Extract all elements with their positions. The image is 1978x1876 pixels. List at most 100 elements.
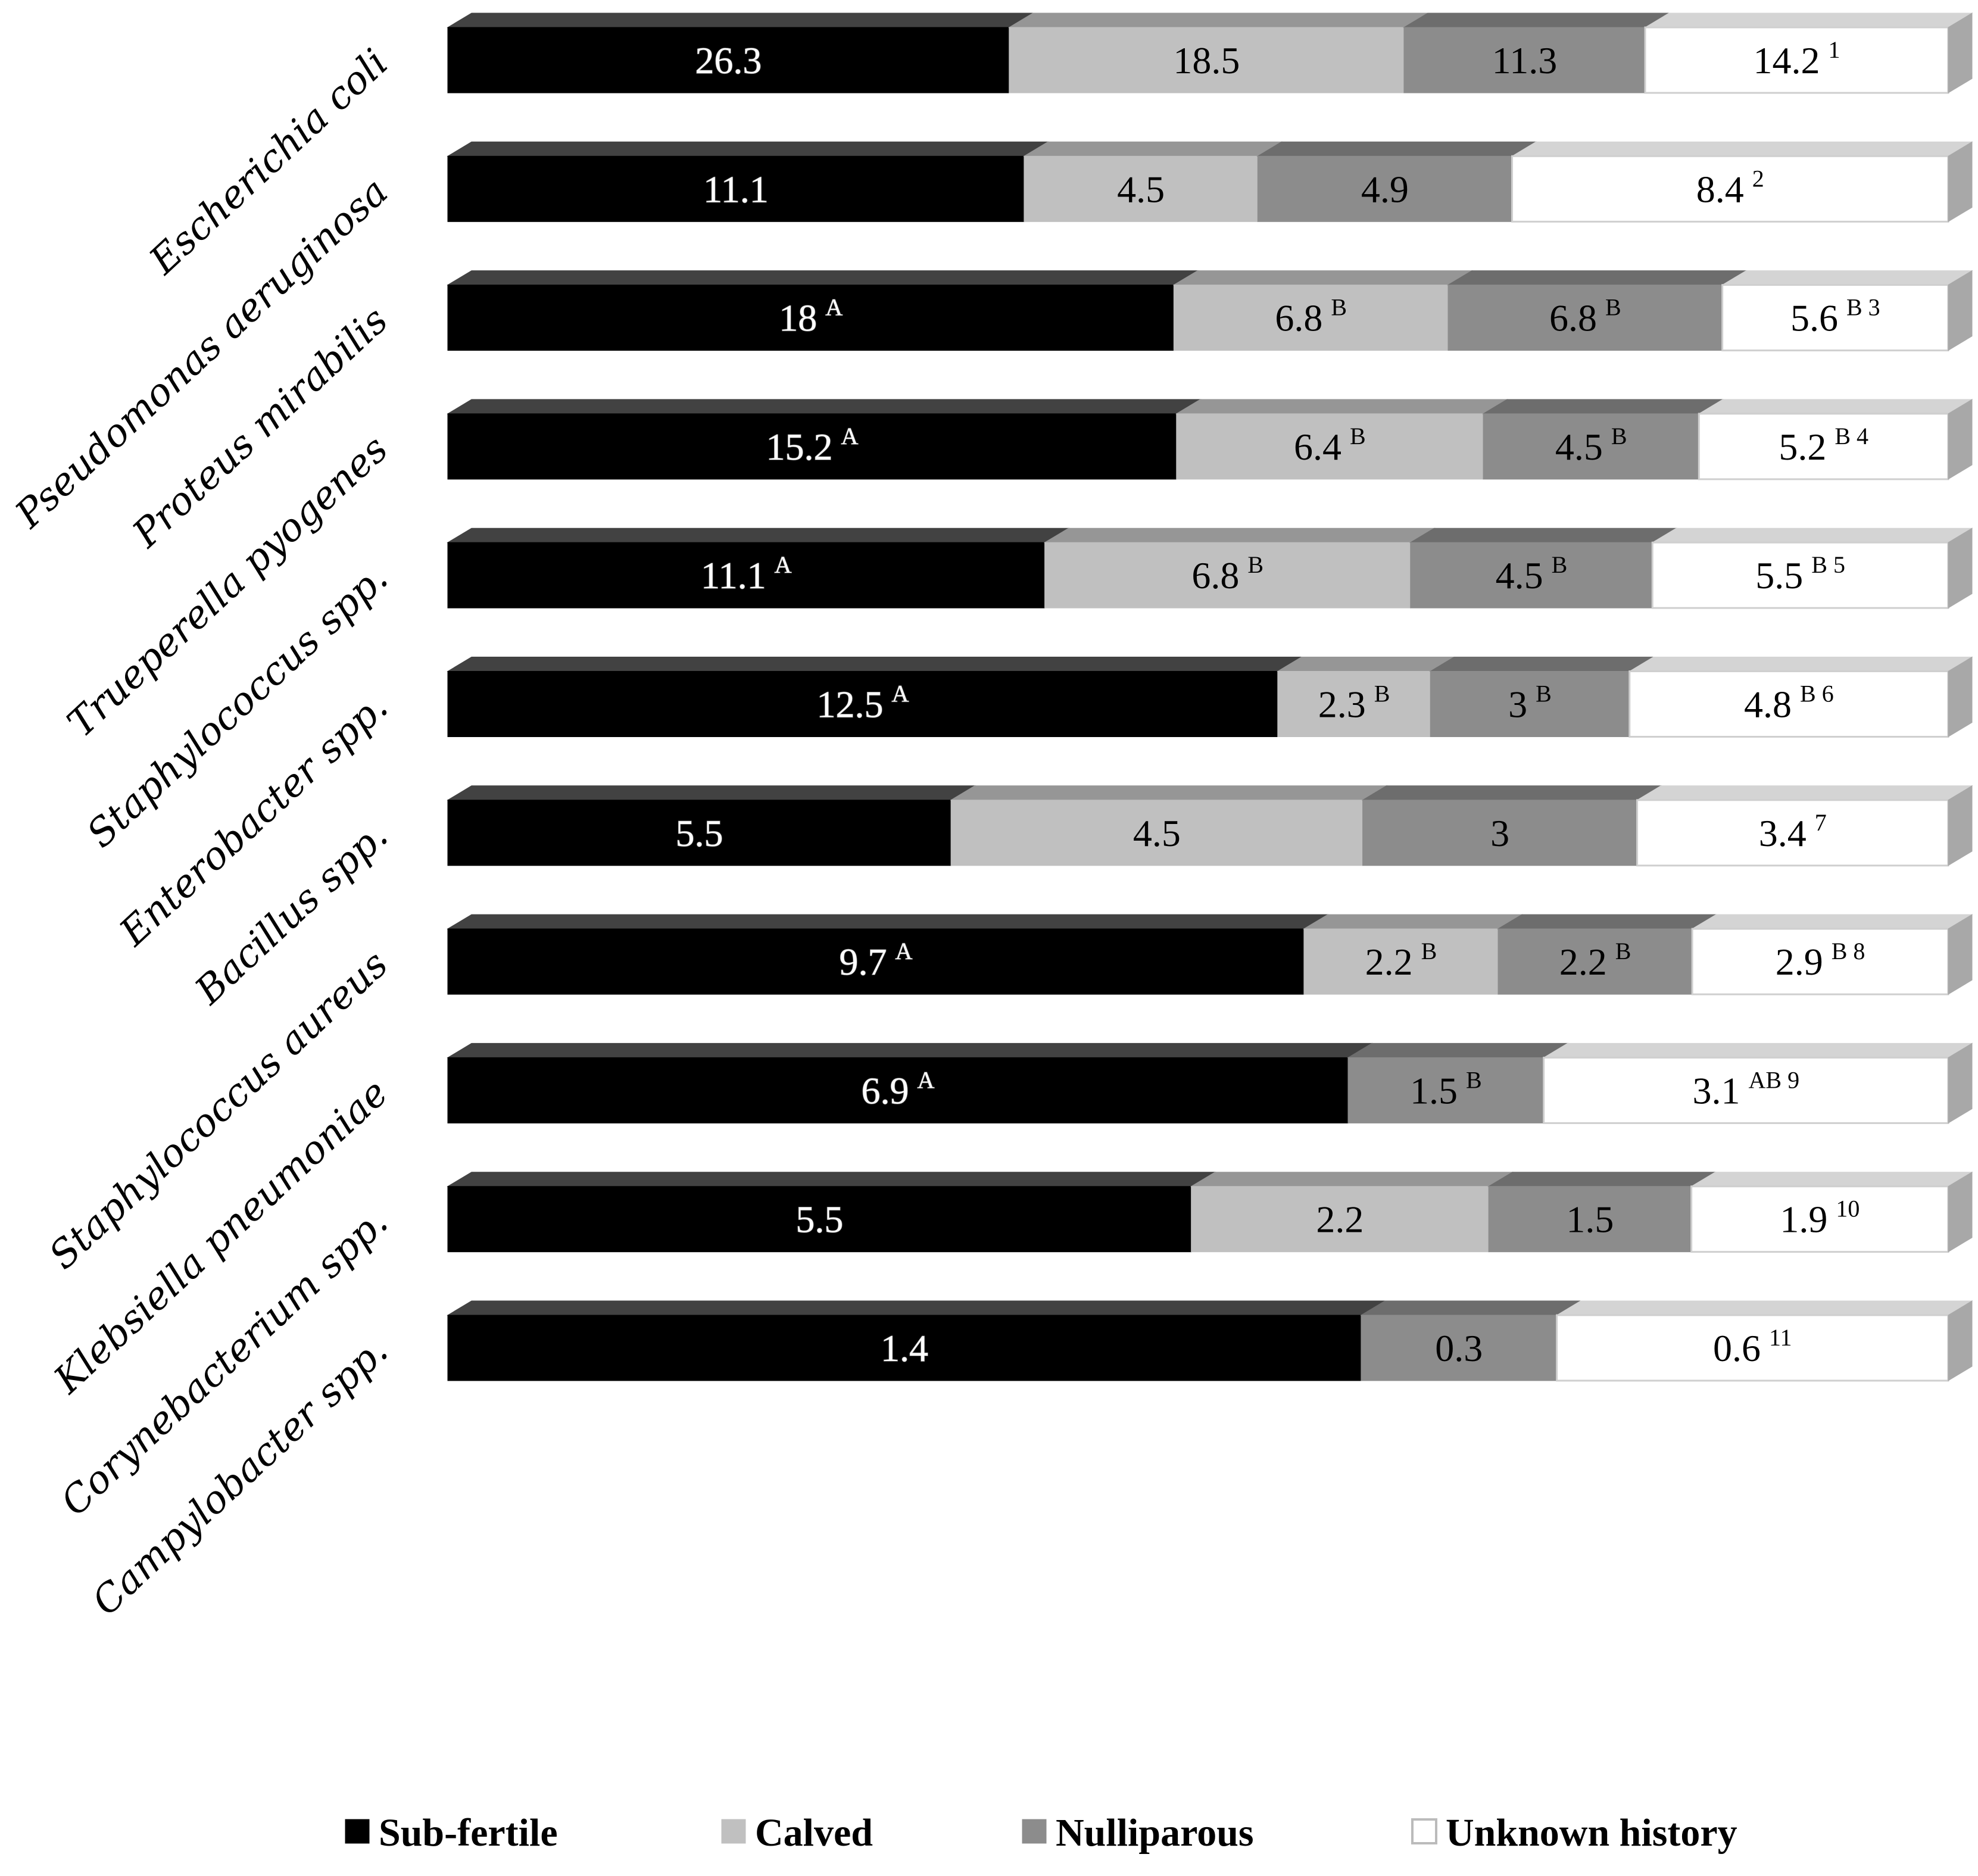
bar-row-escherichia-coli: 26.3 18.5 11.3 14.2 1 (447, 13, 1973, 94)
bar-segment-unknown-history: 0.6 11 (1555, 1300, 1973, 1382)
bars-layer: 26.3 18.5 11.3 14.2 1 11.1 4.5 4.9 8.4 2 18 A 6.8 B 6.… (447, 13, 1973, 1382)
bar-front-face (1403, 27, 1646, 93)
bar-segment-sub-fertile: 26.3 (447, 13, 1034, 93)
bar-segment-nulliparous: 4.9 (1256, 141, 1537, 222)
bar-top-face (1403, 13, 1670, 28)
legend-swatch (345, 1819, 370, 1844)
bar-side-face (1948, 1171, 1973, 1253)
bar-front-face (447, 285, 1174, 351)
bar-top-face (1555, 1300, 1973, 1316)
bar-front-face (1636, 799, 1949, 867)
bar-segment-nulliparous: 1.5 B (1347, 1042, 1569, 1123)
bar-side-face (1948, 399, 1973, 480)
bar-segment-unknown-history: 2.9 B 8 (1691, 914, 1973, 995)
data-label: 26.3 (695, 39, 762, 82)
bar-side-face (1948, 656, 1973, 738)
bar-front-face (1628, 670, 1949, 738)
bar-top-face (1447, 270, 1748, 286)
legend-item-unknown-history: Unknown history (1411, 1811, 1737, 1855)
bar-front-face (1690, 1185, 1949, 1253)
significance-superscript: A (891, 681, 909, 707)
bar-segment-unknown-history: 3.4 7 (1636, 785, 1973, 867)
legend-label: Sub-fertile (379, 1811, 558, 1855)
bar-segment-sub-fertile: 15.2 A (447, 399, 1202, 480)
bar-front-face (1511, 155, 1949, 223)
bar-segment-calved: 4.5 (950, 785, 1388, 866)
significance-superscript: 1 (1828, 36, 1840, 63)
bar-top-face (1542, 1042, 1973, 1058)
data-label: 4.5 B (1555, 423, 1627, 468)
bar-top-face (1303, 914, 1523, 929)
bar-front-face (1447, 285, 1723, 351)
bar-top-face (1172, 270, 1473, 286)
bar-front-face (447, 1315, 1362, 1381)
legend-swatch (721, 1819, 746, 1844)
bar-segment-nulliparous: 2.2 B (1497, 914, 1717, 995)
significance-superscript: B (1466, 1066, 1482, 1093)
data-label: 6.8 B (1275, 294, 1347, 339)
legend-label: Nulliparous (1056, 1811, 1254, 1855)
bar-segment-calved: 6.8 B (1043, 527, 1436, 608)
bar-top-face (447, 785, 976, 801)
data-label: 0.3 (1435, 1327, 1483, 1369)
bar-top-face (1190, 1172, 1514, 1187)
data-label: 1.5 (1566, 1198, 1614, 1241)
significance-superscript: B (1605, 294, 1621, 321)
data-label: 2.9 B 8 (1776, 938, 1865, 983)
bar-front-face (447, 800, 951, 866)
significance-superscript: A (895, 938, 912, 964)
bar-row-corynebacterium-spp: 5.5 2.2 1.5 1.9 10 (447, 1171, 1973, 1253)
bar-segment-sub-fertile: 6.9 A (447, 1042, 1373, 1123)
bar-segment-calved: 18.5 (1007, 13, 1429, 93)
bar-side-face (1948, 13, 1973, 93)
bar-segment-nulliparous: 0.3 (1360, 1300, 1582, 1381)
bar-top-face (1409, 527, 1678, 543)
bar-row-staphylococcus-spp: 11.1 A 6.8 B 4.5 B 5.5 B 5 (447, 527, 1973, 609)
legend-label: Unknown history (1446, 1811, 1737, 1855)
significance-superscript: B 6 (1800, 681, 1834, 707)
bar-top-face (1347, 1042, 1569, 1058)
significance-superscript: AB 9 (1749, 1066, 1800, 1093)
bar-front-face (1483, 413, 1699, 480)
legend-swatch (1022, 1819, 1047, 1844)
significance-superscript: A (841, 423, 858, 450)
bar-segment-nulliparous: 4.5 B (1482, 399, 1724, 480)
significance-superscript: B (1374, 681, 1390, 707)
significance-superscript: 2 (1752, 165, 1764, 192)
significance-superscript: A (775, 551, 792, 578)
bar-front-face (447, 155, 1025, 222)
data-label: 5.5 (795, 1198, 843, 1241)
bar-top-face (447, 527, 1070, 543)
bar-segment-unknown-history: 14.2 1 (1644, 13, 1973, 94)
bar-top-face (1721, 270, 1973, 286)
significance-superscript: B 4 (1835, 423, 1868, 450)
bar-row-bacillus-spp: 5.5 4.5 3 3.4 7 (447, 785, 1973, 867)
bar-side-face (1948, 141, 1973, 223)
bar-segment-sub-fertile: 18 A (447, 270, 1199, 351)
bar-segment-nulliparous: 6.8 B (1447, 270, 1748, 351)
bar-side-face (1948, 1300, 1973, 1381)
bar-segment-sub-fertile: 11.1 (447, 141, 1049, 222)
bar-side-face (1948, 270, 1973, 351)
bar-top-face (1690, 1172, 1973, 1187)
bar-front-face (447, 1186, 1192, 1253)
significance-superscript: A (918, 1066, 935, 1093)
bar-front-face (1257, 155, 1513, 222)
bar-top-face (447, 13, 1034, 28)
data-label: 2.2 (1316, 1198, 1364, 1241)
bar-segment-calved: 4.5 (1023, 141, 1283, 222)
bar-top-face (1644, 13, 1973, 28)
category-label-enterobacter-spp: Enterobacter spp. (111, 685, 397, 955)
data-label: 11.1 (703, 168, 769, 210)
bar-segment-nulliparous: 3 (1361, 785, 1662, 866)
bar-front-face (1173, 285, 1449, 351)
bar-top-face (1023, 141, 1283, 157)
bar-segment-unknown-history: 5.5 B 5 (1651, 527, 1973, 609)
bar-front-face (1651, 541, 1949, 609)
bar-segment-calved: 2.2 (1190, 1172, 1514, 1253)
bar-side-face (1948, 914, 1973, 995)
significance-superscript: B (1615, 938, 1631, 964)
bar-front-face (1556, 1314, 1949, 1382)
bar-top-face (447, 1172, 1216, 1187)
bar-front-face (1721, 284, 1949, 352)
